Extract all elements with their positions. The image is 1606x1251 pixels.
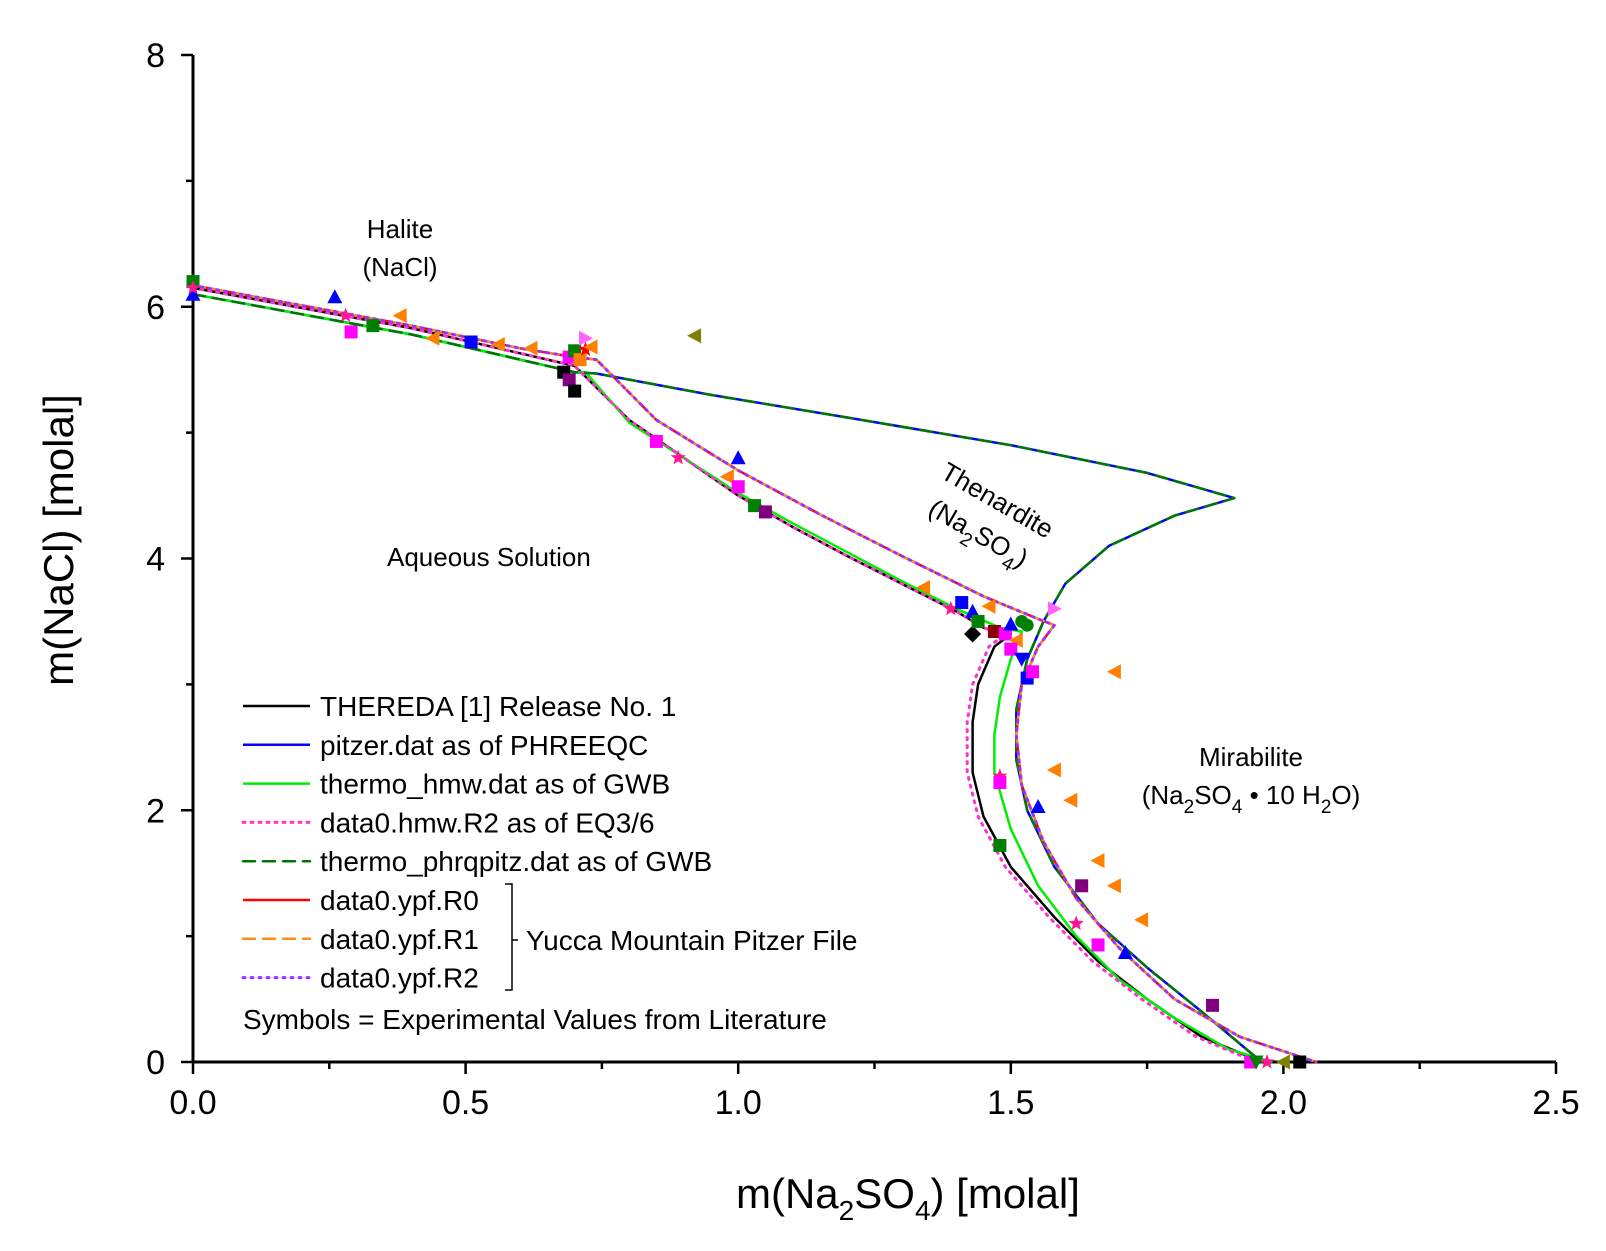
data-point-triangle-left xyxy=(1090,853,1105,869)
data-point-triangle-left xyxy=(1008,632,1023,648)
data-point-triangle-up xyxy=(327,289,343,304)
data-point-triangle-left xyxy=(981,598,996,614)
data-point-triangle-left xyxy=(583,339,598,355)
data-point-square xyxy=(562,373,576,387)
data-point-star xyxy=(185,279,201,295)
data-point-star xyxy=(670,449,686,465)
legend-label: thermo_phrqpitz.dat as of GWB xyxy=(320,846,712,877)
legend-label: data0.hmw.R2 as of EQ3/6 xyxy=(320,807,655,838)
data-point-triangle-left xyxy=(1046,762,1061,778)
data-point-square xyxy=(366,319,380,333)
data-point-star xyxy=(1068,915,1084,930)
data-point-triangle-left xyxy=(1106,878,1121,894)
data-point-circle xyxy=(1020,618,1034,632)
data-point-triangle-up xyxy=(1003,616,1019,631)
data-point-star xyxy=(577,341,594,356)
legend-label: thermo_hmw.dat as of GWB xyxy=(320,769,670,800)
legend-label: THEREDA [1] Release No. 1 xyxy=(320,691,676,722)
data-point-triangle-up xyxy=(1030,799,1046,813)
mirabilite-label: Mirabilite xyxy=(1199,742,1303,772)
data-point-triangle-up xyxy=(730,450,746,465)
halite-label: Halite xyxy=(367,214,433,244)
data-point-square xyxy=(344,325,358,339)
data-point-star xyxy=(943,600,959,616)
x-axis-title: m(Na2SO4) [molal] xyxy=(736,1170,1080,1226)
data-point-triangle-up xyxy=(1117,945,1133,959)
data-point-triangle-up xyxy=(965,603,981,618)
data-point-square xyxy=(1091,938,1105,952)
series-line-3 xyxy=(191,286,1258,1064)
x-tick-label: 0.0 xyxy=(169,1084,216,1122)
data-point-triangle-left xyxy=(490,337,505,352)
legend-symbols-note: Symbols = Experimental Values from Liter… xyxy=(243,1004,827,1035)
data-point-square xyxy=(955,596,969,610)
data-point-square xyxy=(993,776,1007,790)
x-tick-labels: 0.0 0.5 1.0 1.5 2.0 2.5 xyxy=(169,1084,1579,1122)
legend-bracket xyxy=(505,883,518,991)
data-point-triangle-left xyxy=(1106,664,1121,680)
data-point-square xyxy=(998,627,1012,641)
data-point-square xyxy=(464,335,478,349)
y-tick-label: 4 xyxy=(146,541,165,579)
y-tick-labels: 0 2 4 6 8 xyxy=(146,37,165,1082)
x-tick-label: 2.0 xyxy=(1260,1084,1307,1122)
mirabilite-formula-label: (Na2SO4 • 10 H2O) xyxy=(1142,780,1361,818)
data-point-square xyxy=(1293,1055,1307,1069)
data-point-triangle-left xyxy=(1275,1054,1290,1070)
legend: THEREDA [1] Release No. 1 pitzer.dat as o… xyxy=(241,691,712,994)
data-point-triangle-right xyxy=(579,330,593,346)
legend-label: pitzer.dat as of PHREEQC xyxy=(320,730,648,761)
data-point-square xyxy=(573,353,587,367)
data-point-square xyxy=(748,499,762,513)
legend-label: data0.ypf.R0 xyxy=(320,885,479,916)
aqueous-solution-label: Aqueous Solution xyxy=(387,542,591,572)
x-tick-label: 1.0 xyxy=(715,1084,762,1122)
data-point-triangle-left xyxy=(425,330,440,346)
data-point-square xyxy=(987,625,1001,639)
data-point-square xyxy=(649,434,663,448)
data-point-triangle-left xyxy=(523,340,538,356)
legend-label: data0.ypf.R1 xyxy=(320,924,479,955)
thenardite-label-group: Thenardite (Na2SO4) xyxy=(924,456,1059,576)
data-point-star xyxy=(338,307,354,322)
data-point-triangle-right xyxy=(1047,601,1062,617)
experimental-points xyxy=(185,275,1307,1070)
y-tick-label: 2 xyxy=(146,792,165,830)
data-point-square xyxy=(1004,642,1018,656)
x-tick-label: 0.5 xyxy=(442,1084,489,1122)
data-point-square xyxy=(758,505,772,519)
data-point-triangle-down xyxy=(1014,652,1030,667)
y-tick-label: 0 xyxy=(146,1044,165,1082)
halite-formula-label: (NaCl) xyxy=(362,252,437,282)
data-point-square xyxy=(1026,665,1040,679)
data-point-square xyxy=(993,838,1007,852)
data-point-triangle-left xyxy=(719,469,734,485)
data-point-square xyxy=(971,614,985,628)
legend-label: data0.ypf.R2 xyxy=(320,963,479,994)
legend-bracket-label: Yucca Mountain Pitzer File xyxy=(526,925,858,956)
y-axis-title: m(NaCl) [molal] xyxy=(35,394,82,686)
data-point-star xyxy=(992,768,1008,783)
data-point-star xyxy=(1259,1054,1275,1069)
y-tick-label: 8 xyxy=(146,37,165,75)
series-line-7 xyxy=(191,283,1318,1064)
y-tick-label: 6 xyxy=(146,289,165,327)
data-point-triangle-left xyxy=(687,328,702,344)
data-point-diamond xyxy=(964,625,982,643)
data-point-triangle-left xyxy=(1063,792,1078,808)
x-tick-label: 1.5 xyxy=(987,1084,1034,1122)
data-point-triangle-up xyxy=(185,286,201,301)
data-point-square xyxy=(731,480,745,494)
data-point-triangle-down xyxy=(1248,1055,1264,1070)
x-tick-label: 2.5 xyxy=(1532,1084,1579,1122)
data-point-square xyxy=(568,384,582,398)
data-point-triangle-left xyxy=(916,580,931,595)
data-point-square xyxy=(1206,998,1220,1012)
data-point-triangle-left xyxy=(1134,912,1149,928)
data-point-square xyxy=(1075,879,1089,893)
data-point-triangle-left xyxy=(392,308,407,324)
